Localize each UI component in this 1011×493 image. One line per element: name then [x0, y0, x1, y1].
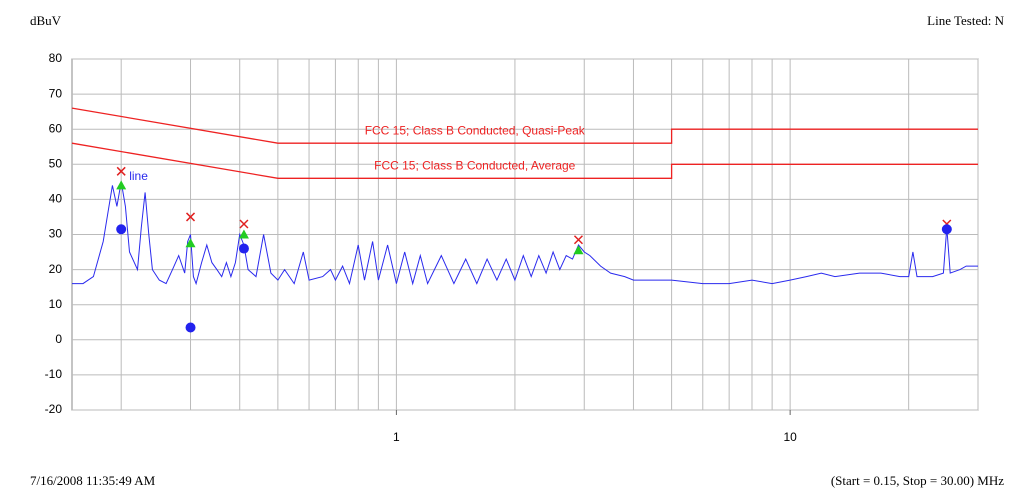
circle-marker — [116, 224, 127, 235]
y-tick-label: 20 — [49, 262, 63, 276]
qp-marker — [239, 219, 249, 229]
y-tick-label: -20 — [45, 402, 63, 416]
y-tick-label: 10 — [49, 297, 63, 311]
y-tick-label: 60 — [49, 121, 63, 135]
avg-marker — [185, 238, 196, 248]
limit-label: FCC 15; Class B Conducted, Average — [374, 159, 576, 173]
avg-marker — [116, 180, 127, 190]
circle-marker — [238, 243, 249, 254]
avg-marker — [573, 245, 584, 255]
trace-label: line — [129, 169, 148, 183]
qp-marker — [116, 166, 126, 176]
limit-line — [71, 107, 978, 144]
limit-line — [71, 142, 978, 179]
y-tick-label: 40 — [49, 192, 63, 206]
circle-marker — [941, 224, 952, 235]
avg-marker — [238, 229, 249, 239]
x-axis-label: (Start = 0.15, Stop = 30.00) MHz — [831, 473, 1004, 488]
qp-marker — [185, 212, 196, 222]
trace — [72, 181, 978, 286]
y-tick-label: 0 — [55, 332, 62, 346]
x-tick-label: 1 — [393, 430, 400, 444]
line-tested: Line Tested: N — [927, 13, 1004, 28]
qp-marker — [573, 235, 583, 245]
y-axis-label: dBuV — [30, 13, 62, 28]
limit-label: FCC 15; Class B Conducted, Quasi-Peak — [365, 123, 586, 137]
x-tick-label: 10 — [783, 430, 797, 444]
y-tick-label: -10 — [45, 367, 63, 381]
y-tick-label: 30 — [49, 227, 63, 241]
timestamp: 7/16/2008 11:35:49 AM — [30, 473, 156, 488]
y-tick-label: 50 — [49, 156, 63, 170]
y-tick-label: 80 — [49, 51, 63, 65]
circle-marker — [185, 322, 196, 333]
y-tick-label: 70 — [49, 86, 63, 100]
